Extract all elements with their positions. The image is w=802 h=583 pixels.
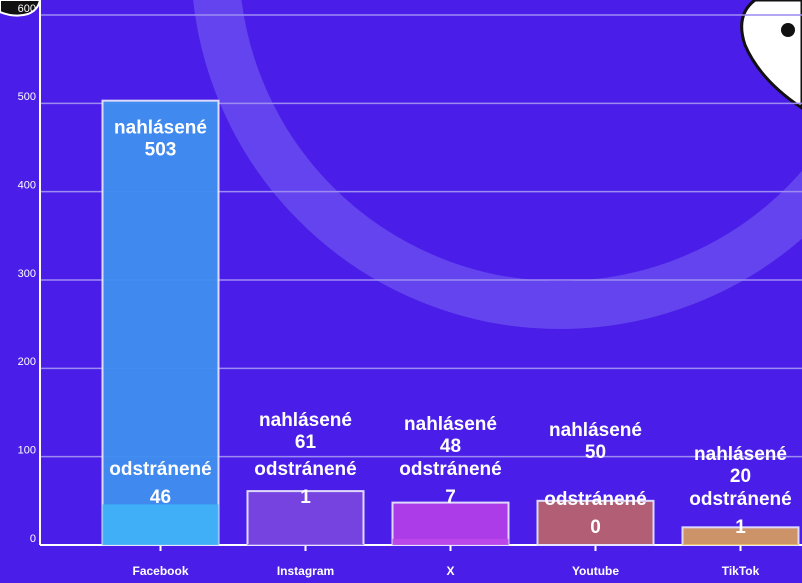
data-label-value: 503 — [145, 140, 177, 161]
bar — [248, 544, 364, 545]
data-label-name: odstránené — [689, 489, 791, 510]
data-label-name: nahlásené — [259, 410, 352, 431]
data-label-value: 1 — [735, 517, 746, 538]
y-tick-label: 400 — [18, 180, 36, 192]
x-tick-label: Youtube — [572, 564, 619, 578]
x-tick-label: Instagram — [277, 564, 334, 578]
data-label-value: 20 — [730, 466, 751, 487]
y-tick-label: 100 — [18, 445, 36, 457]
data-label-value: 48 — [440, 436, 461, 457]
data-label-name: odstránené — [109, 459, 211, 480]
data-label-value: 7 — [445, 487, 456, 508]
data-label-value: 61 — [295, 432, 317, 453]
data-label-name: nahlásené — [114, 118, 207, 139]
data-label-value: 1 — [300, 487, 311, 508]
data-label-name: nahlásené — [694, 444, 787, 465]
x-tick-label: Facebook — [132, 564, 188, 578]
data-label-name: odstránené — [544, 489, 646, 510]
y-tick-label: 300 — [18, 268, 36, 280]
y-tick-label: 500 — [18, 91, 36, 103]
decoration-dot — [781, 23, 795, 37]
data-label-value: 46 — [150, 487, 171, 508]
x-tick-label: TikTok — [722, 564, 760, 578]
bar — [683, 544, 799, 545]
x-tick-label: X — [446, 564, 454, 578]
y-tick-label: 600 — [18, 3, 36, 15]
bar — [393, 539, 509, 545]
data-label-name: odstránené — [254, 459, 356, 480]
data-label-value: 50 — [585, 442, 606, 463]
data-label-name: nahlásené — [404, 414, 497, 435]
y-tick-label: 0 — [30, 533, 36, 545]
data-label-name: odstránené — [399, 459, 501, 480]
data-label-name: nahlásené — [549, 420, 642, 441]
decoration-bubble — [742, 0, 802, 108]
bar — [103, 504, 219, 545]
data-label-value: 0 — [590, 517, 601, 538]
decoration-arc — [215, 0, 802, 305]
chart: 0100200300400500600FacebookInstagramXYou… — [0, 0, 802, 583]
y-tick-label: 200 — [18, 356, 36, 368]
bar — [393, 503, 509, 545]
